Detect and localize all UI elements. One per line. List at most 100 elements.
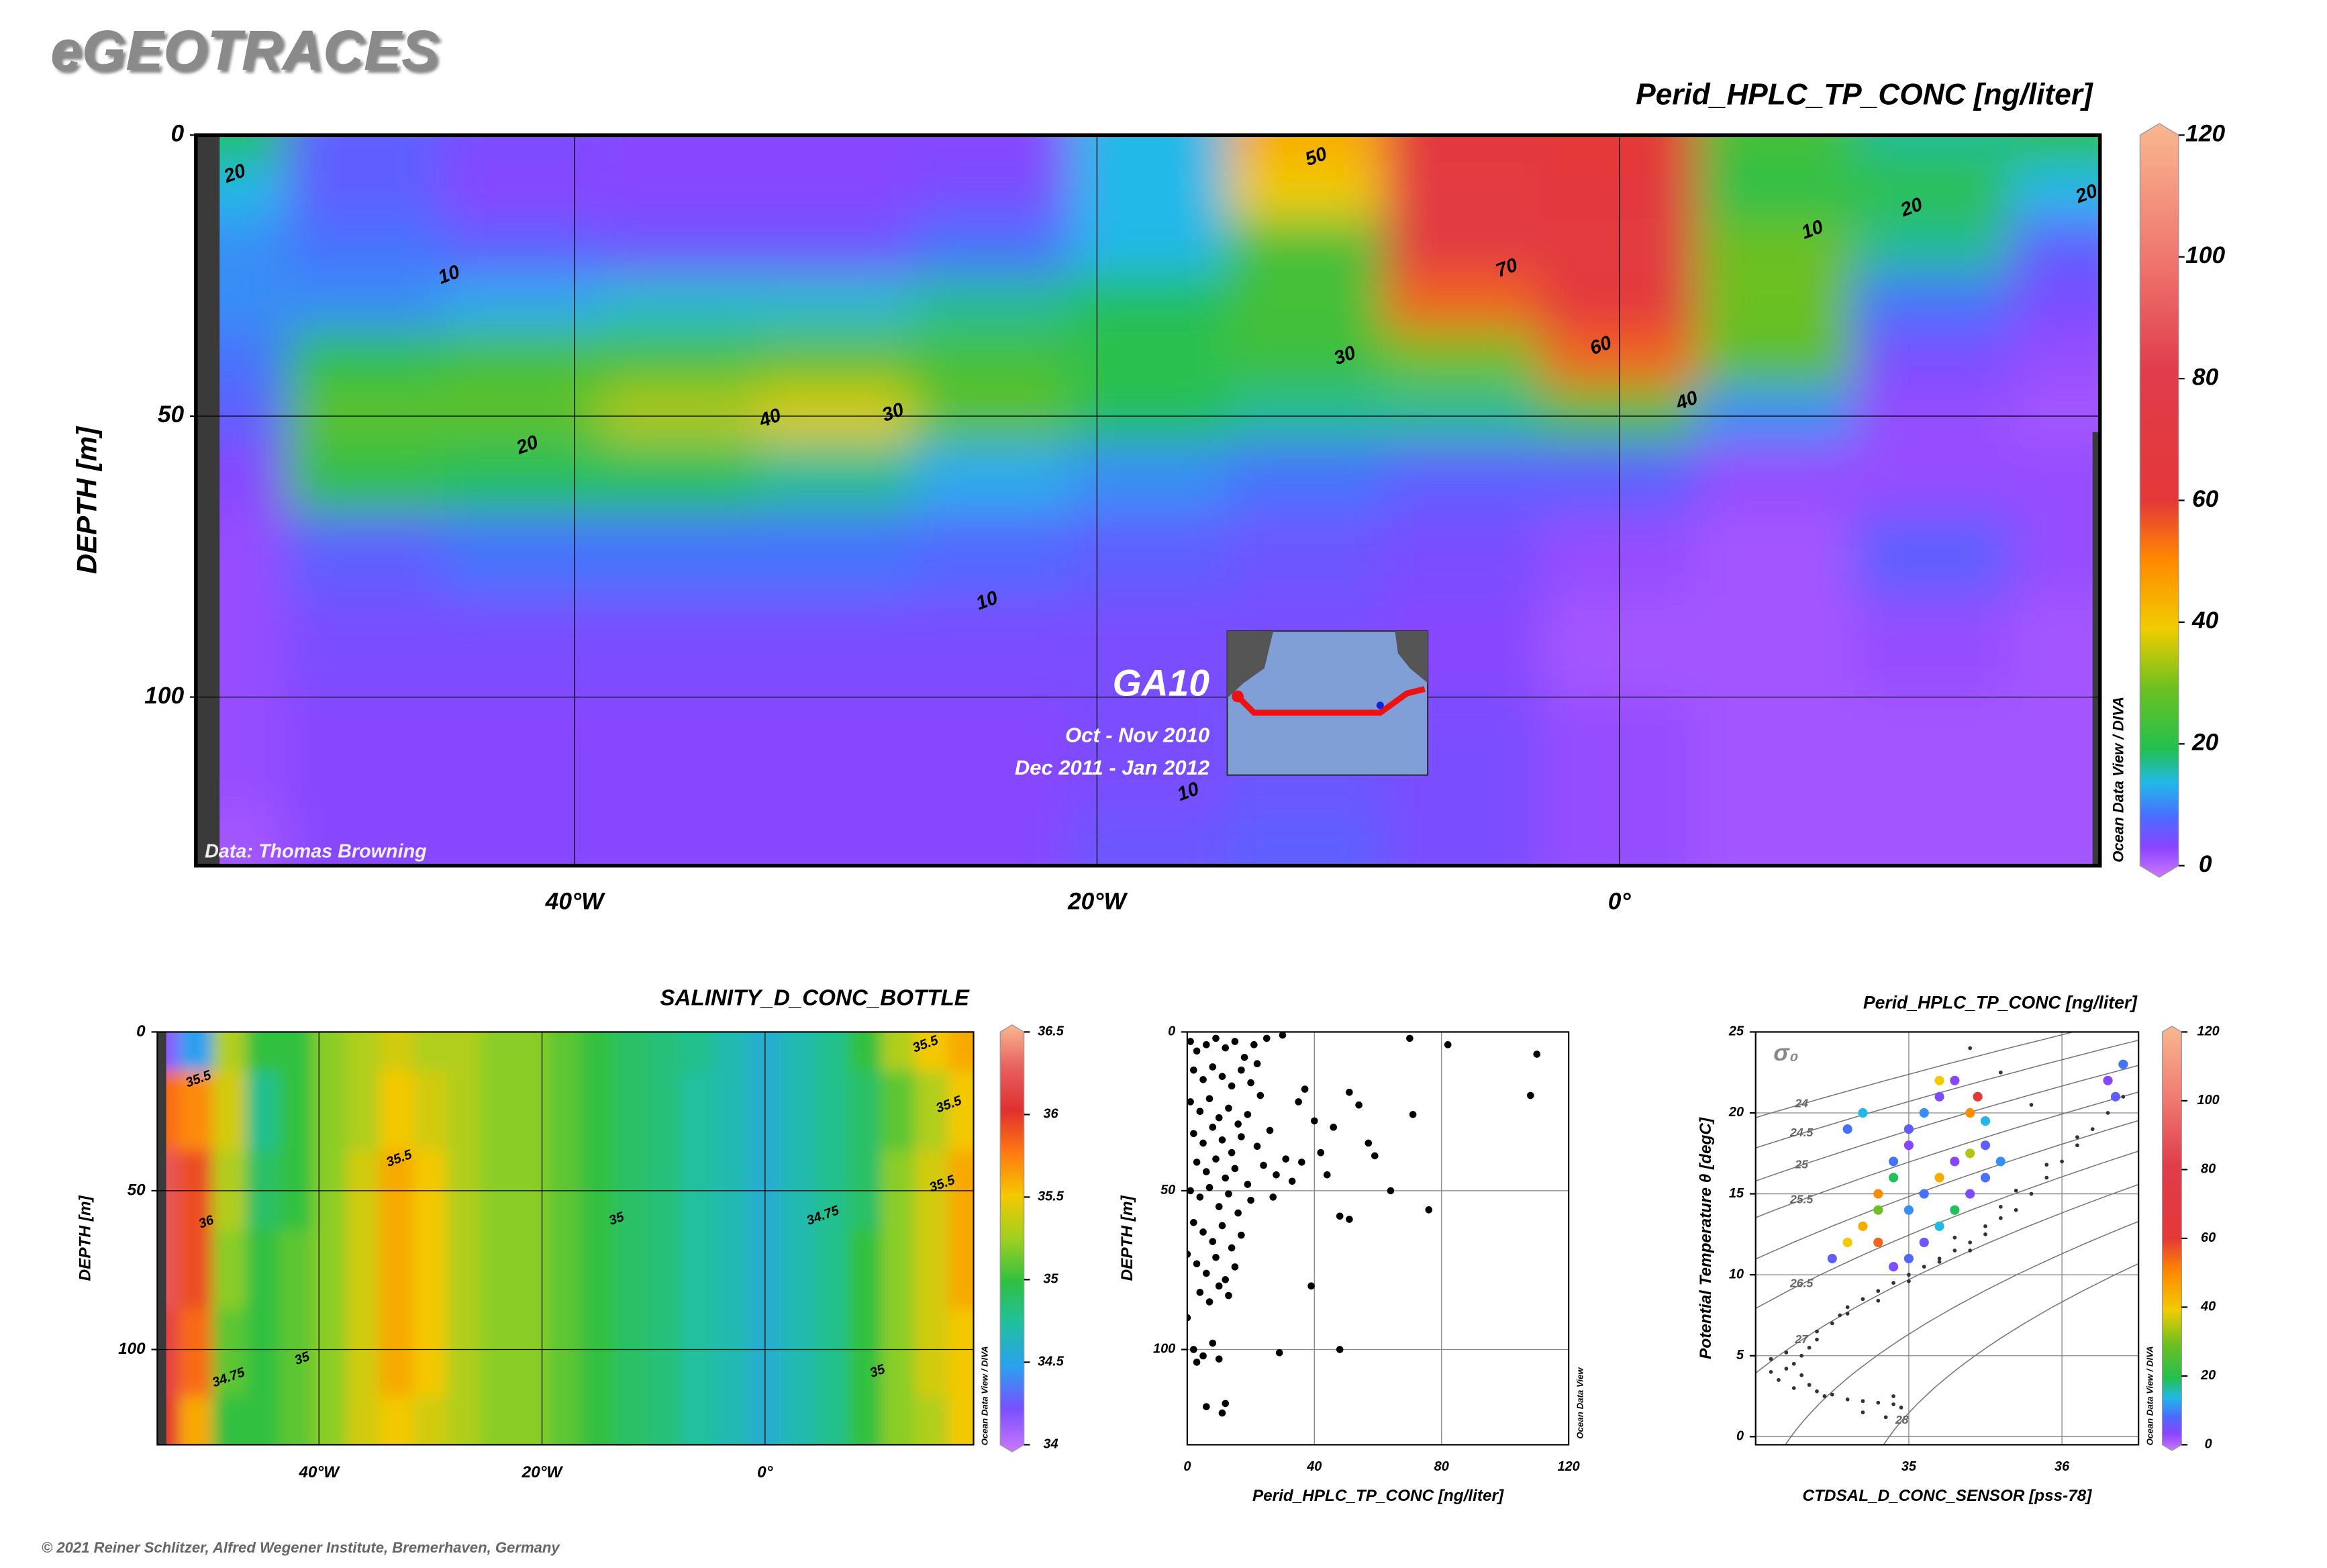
colorbar-label: 120 (2197, 1024, 2220, 1039)
y-tick-label: 5 (1736, 1348, 1744, 1363)
field-cell (1383, 808, 1542, 866)
field-cell (446, 1309, 482, 1398)
field-cell (1853, 162, 2012, 220)
field-cell (179, 1309, 214, 1398)
point (1187, 1314, 1191, 1322)
software-note: Ocean Data View (1575, 1367, 1585, 1439)
point (1187, 1038, 1194, 1045)
point (1336, 1346, 1344, 1353)
field-cell (613, 1309, 649, 1398)
field-cell (647, 1309, 683, 1398)
field-cell (443, 275, 602, 333)
y-tick-label: 50 (158, 401, 185, 428)
y-axis-label: DEPTH [m] (1118, 1195, 1136, 1281)
ctd-point (1998, 1216, 2003, 1220)
field-cell (1070, 597, 1229, 698)
field-cell (379, 1229, 415, 1311)
field-cell (312, 1309, 348, 1398)
field-cell (286, 513, 445, 600)
colorbar-label: 35 (1043, 1272, 1058, 1287)
colorbar (999, 1024, 1025, 1453)
point (1231, 1263, 1239, 1271)
point (1205, 1298, 1214, 1306)
bottle-point (1950, 1157, 1960, 1167)
field-cell (312, 1071, 348, 1152)
x-axis-label: Perid_HPLC_TP_CONC [ng/liter] (1252, 1487, 1504, 1505)
ctd-point (1791, 1361, 1796, 1366)
y-tick-label: 100 (118, 1340, 146, 1358)
bathymetry (2092, 432, 2100, 866)
field-cell (1853, 331, 2012, 389)
field-cell (443, 331, 602, 389)
plot-border (194, 133, 2102, 868)
bottle-point (1965, 1148, 1975, 1159)
field-cell (2010, 597, 2100, 698)
field-cell (913, 162, 1072, 220)
field-cell (1226, 275, 1385, 333)
field-cell (647, 1229, 683, 1311)
ctd-point (1983, 1224, 1987, 1228)
point (1205, 1183, 1214, 1191)
field-cell (613, 1071, 649, 1152)
ctd-point (2044, 1163, 2049, 1167)
field-cell (1070, 162, 1229, 220)
bottle-point (2118, 1059, 2128, 1069)
bottle-point (1889, 1262, 1899, 1272)
field-cell (814, 1309, 850, 1398)
colorbar-label: 120 (2185, 121, 2225, 147)
ctd-point (1777, 1378, 1781, 1382)
point (1365, 1139, 1373, 1147)
chart-title: Perid_HPLC_TP_CONC [ng/liter] (1636, 78, 2093, 111)
bottle-point (1965, 1189, 1975, 1199)
point (1269, 1193, 1277, 1201)
y-tick-label: 0 (170, 121, 184, 147)
point (1307, 1282, 1315, 1290)
point (1295, 1098, 1302, 1106)
field-cell (681, 1309, 716, 1398)
field-cell (546, 1032, 582, 1073)
field-cell (1070, 331, 1229, 389)
x-axis-label: CTDSAL_D_CONC_SENSOR [pss-78] (1803, 1487, 2093, 1505)
field-cell (443, 513, 602, 600)
point (1225, 1104, 1232, 1112)
colorbar-label: 80 (2192, 364, 2219, 390)
colorbar-label: 100 (2185, 242, 2225, 268)
field-cell (1383, 331, 1542, 389)
field-cell (312, 1032, 348, 1073)
field-cell (713, 1032, 749, 1073)
isopycnal-label: 25.5 (1789, 1192, 1814, 1206)
field-cell (513, 1309, 548, 1398)
field-cell (913, 597, 1072, 698)
field-cell (286, 162, 445, 220)
ctd-point (1815, 1329, 1819, 1334)
point (1218, 1073, 1226, 1080)
field-cell (913, 443, 1072, 516)
field-cell (1070, 275, 1229, 333)
isopycnal (1755, 1091, 2139, 1218)
y-tick-label: 50 (128, 1181, 146, 1199)
bottle-point (1950, 1205, 1960, 1215)
field-cell (1070, 696, 1229, 811)
bottle-point (1919, 1108, 1929, 1118)
field-cell (179, 1071, 214, 1152)
point (1222, 1044, 1230, 1052)
bottle-point (1873, 1189, 1883, 1199)
field-cell (279, 1396, 315, 1445)
field-cell (312, 1396, 348, 1445)
ctd-point (1784, 1351, 1789, 1355)
field-cell (480, 1032, 515, 1073)
isopycnal-label: 28 (1895, 1413, 1909, 1426)
colorbar-label: 100 (2197, 1093, 2220, 1108)
plot-area (1187, 1032, 1569, 1445)
point (1409, 1111, 1417, 1118)
field-cell (1853, 696, 2012, 811)
field-cell (599, 218, 758, 277)
colorbar-label: 60 (2201, 1230, 2216, 1245)
isopycnal (1755, 1039, 2139, 1149)
field-cell (312, 1229, 348, 1311)
field-cell (546, 1071, 582, 1152)
point (1282, 1155, 1289, 1163)
field-cell (681, 1071, 716, 1152)
colorbar-label: 36.5 (1038, 1024, 1065, 1039)
y-tick-label: 100 (144, 683, 184, 709)
